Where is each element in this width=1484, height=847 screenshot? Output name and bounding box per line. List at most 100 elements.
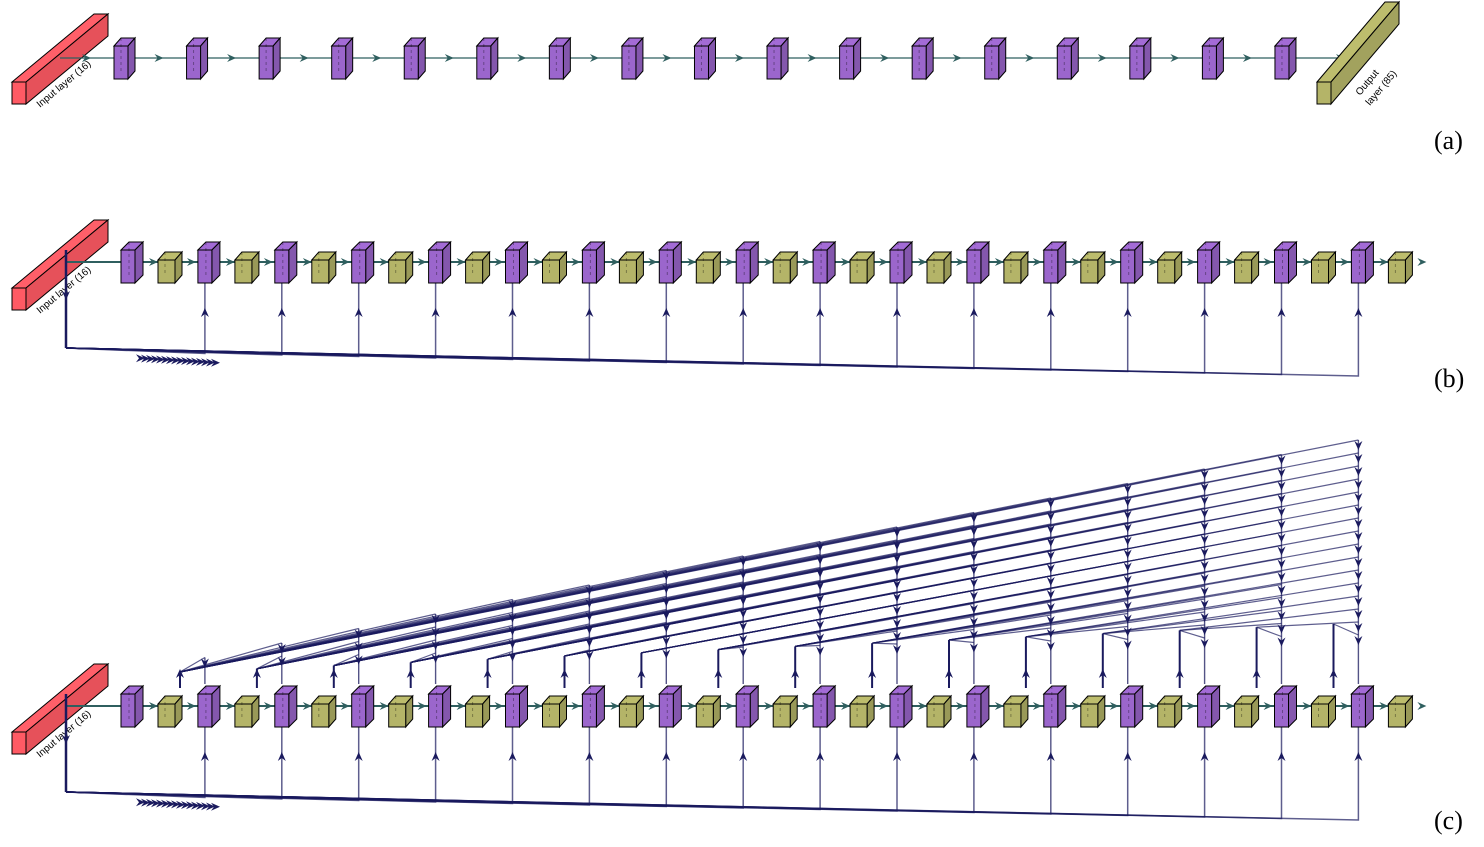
skip-arrow — [893, 619, 901, 628]
skip-arrow — [893, 308, 901, 317]
cube-front — [926, 703, 945, 728]
cube-front — [658, 249, 674, 284]
hidden-layer-block — [475, 36, 499, 81]
cube-front — [234, 259, 253, 284]
flow-arrow — [263, 702, 273, 710]
cube-front — [548, 45, 564, 80]
flow-arrow — [533, 258, 543, 266]
flow-arrow — [879, 258, 889, 266]
cube-front — [1274, 693, 1289, 728]
skip-arrow — [1200, 639, 1209, 648]
cube-side — [1364, 684, 1374, 729]
skip-arrow — [1200, 509, 1209, 518]
skip-arrow — [1046, 603, 1055, 612]
dense-skip-connection — [256, 655, 283, 670]
cube-front — [1120, 693, 1136, 728]
skip-arrow — [739, 752, 748, 761]
cube-front — [505, 693, 520, 728]
cube-front — [1197, 693, 1213, 728]
cube-side — [1215, 36, 1224, 81]
dense-layer-block — [925, 250, 953, 285]
skip-arrow — [893, 606, 901, 615]
dense-skip-connection — [333, 465, 1359, 667]
hidden-layer-block — [1119, 684, 1144, 729]
skip-arrow — [1200, 470, 1209, 479]
flow-arrow — [494, 702, 504, 710]
hidden-layer-block — [1119, 240, 1144, 285]
cube-side — [490, 36, 499, 81]
flow-arrow — [372, 54, 382, 62]
hidden-layer-block — [965, 684, 991, 729]
flow-arrow — [994, 258, 1004, 266]
flow-arrow — [149, 258, 158, 266]
skip-arrow — [1046, 577, 1055, 586]
skip-arrow — [1123, 510, 1132, 520]
skip-arrow — [1354, 610, 1363, 619]
hidden-layer-block — [983, 36, 1007, 81]
cube-front — [1003, 259, 1022, 284]
flow-arrow — [302, 702, 312, 710]
cube-front — [926, 259, 945, 284]
cube-side — [980, 240, 990, 285]
cube-front — [889, 693, 905, 728]
skip-arrow — [1277, 585, 1286, 595]
input-layer: Input layer (16) — [10, 662, 110, 760]
flow-arrow — [1025, 54, 1035, 62]
dense-layer-block — [772, 694, 799, 729]
dense-layer-block — [1233, 250, 1260, 285]
cube-side — [345, 36, 354, 81]
skip-arrow — [1277, 520, 1286, 530]
input-skip-connection — [65, 283, 283, 356]
skip-arrow — [1123, 614, 1132, 624]
skip-arrow — [201, 802, 210, 811]
flow-arrow — [802, 702, 812, 710]
hidden-layer-block — [838, 36, 862, 81]
input-skip-connection — [65, 727, 1052, 815]
skip-arrow — [1046, 551, 1055, 560]
hidden-layer-block — [1201, 36, 1225, 81]
cube-side — [562, 36, 571, 81]
input-skip-connection — [65, 727, 975, 814]
dense-skip-connection — [179, 439, 1359, 673]
skip-arrow — [176, 669, 184, 678]
flow-arrow — [1379, 702, 1389, 710]
skip-arrow — [1277, 481, 1286, 491]
skip-arrow — [1123, 497, 1132, 507]
skip-arrow — [1277, 637, 1286, 647]
cube-side — [1057, 240, 1067, 285]
skip-arrow — [560, 669, 569, 678]
flow-arrow — [807, 54, 817, 62]
cube-front — [839, 45, 855, 80]
input-skip-connection — [65, 283, 206, 355]
cube-front — [693, 45, 709, 80]
dense-layer-block — [156, 694, 184, 729]
skip-arrow — [161, 355, 170, 364]
skip-arrow — [969, 752, 978, 761]
flow-arrow — [340, 702, 350, 710]
skip-arrow — [200, 752, 209, 761]
skip-arrow — [1123, 549, 1132, 559]
flow-arrow — [802, 258, 812, 266]
cube-front — [428, 249, 444, 284]
flow-arrow — [880, 54, 890, 62]
input-skip-connection — [65, 727, 206, 799]
hidden-layer-block — [427, 684, 452, 729]
skip-arrow — [1200, 752, 1209, 761]
hidden-layer-block — [258, 36, 282, 81]
skip-arrow — [816, 633, 825, 643]
skip-arrow — [1123, 588, 1132, 598]
skip-arrow — [1046, 642, 1055, 651]
skip-arrow — [1354, 454, 1363, 463]
dense-skip-connection — [1179, 608, 1359, 631]
dense-layer-block — [1079, 250, 1106, 285]
skip-arrow — [1354, 571, 1363, 580]
cube-side — [1288, 36, 1297, 81]
flow-arrow — [648, 702, 658, 710]
skip-arrow — [662, 636, 671, 646]
cube-front — [113, 45, 129, 80]
skip-arrow — [969, 630, 978, 640]
input-skip-connection — [65, 283, 1206, 374]
skip-arrow — [1354, 558, 1363, 567]
cube-side — [442, 240, 452, 285]
